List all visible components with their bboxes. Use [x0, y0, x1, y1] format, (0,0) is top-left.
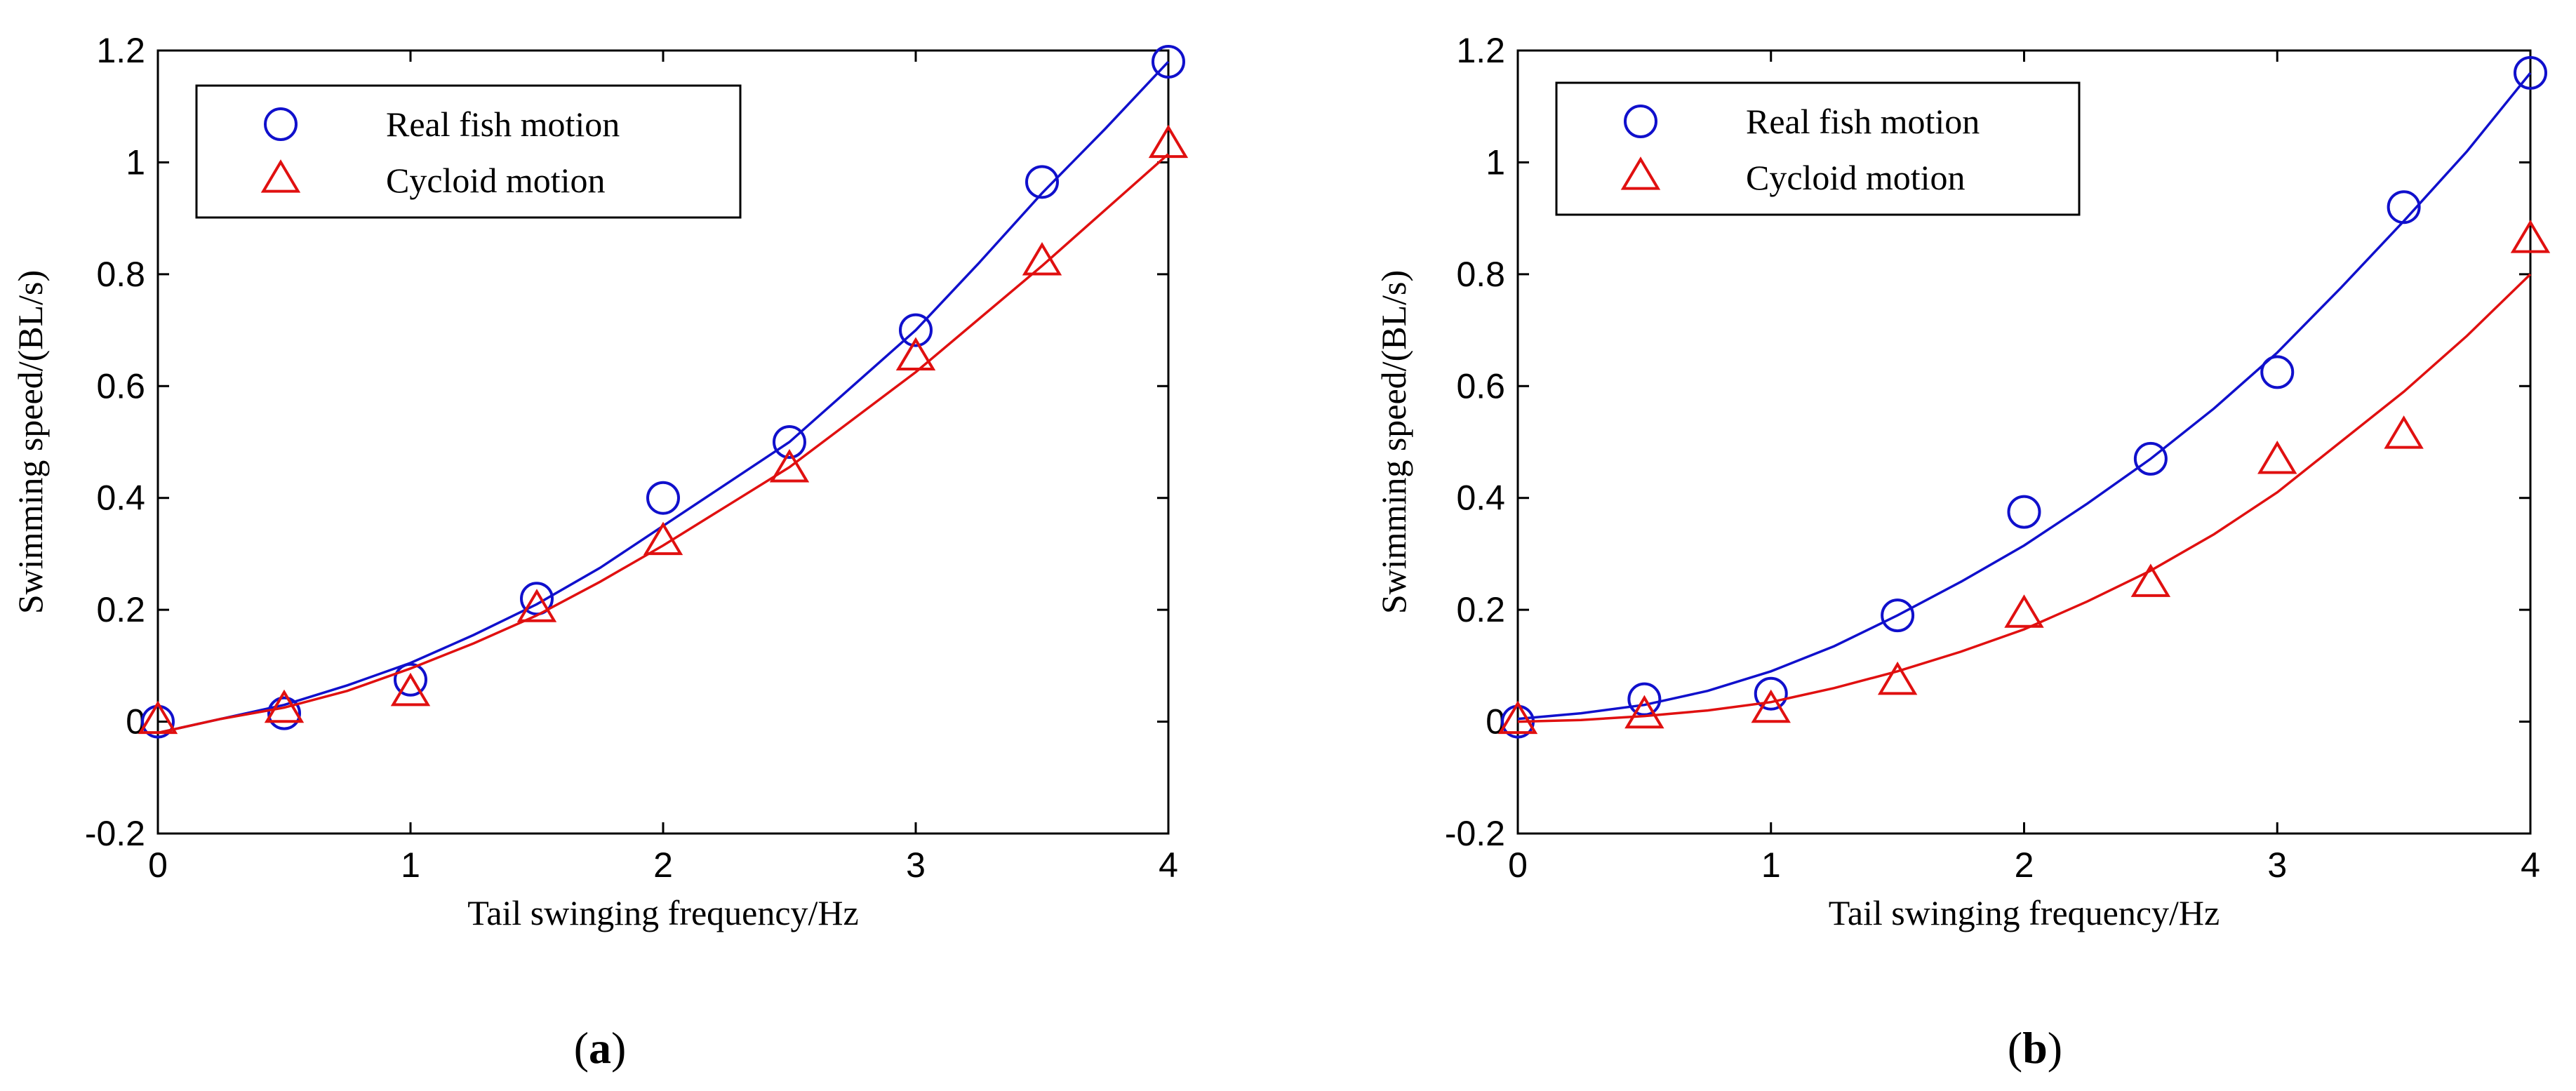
x-tick-label: 4	[2521, 845, 2540, 885]
legend-real-fish-marker	[1624, 105, 1657, 138]
y-tick-label: 1.2	[96, 31, 145, 70]
real-fish-fit-line	[1517, 72, 2532, 721]
cycloid-point	[1877, 661, 1918, 695]
y-tick-label: 1	[1486, 142, 1505, 182]
legend: Real fish motion Cycloid motion	[1555, 81, 2081, 216]
legend-cycloid-marker	[1620, 156, 1661, 190]
legend-box	[195, 84, 742, 219]
x-tick-label: 0	[148, 845, 168, 885]
real-fish-point	[1627, 682, 1662, 716]
cycloid-point	[643, 521, 683, 556]
x-tick-label: 2	[2015, 845, 2034, 885]
x-tick-label: 3	[2267, 845, 2287, 885]
y-axis-title: Swimming speed/(BL/s)	[1374, 270, 1413, 614]
y-tick-label: 0.4	[1456, 478, 1505, 518]
y-tick-label: 0.2	[96, 590, 145, 629]
legend-box	[1555, 81, 2081, 216]
real-fish-point	[141, 704, 175, 739]
real-fish-point	[1152, 44, 1185, 79]
cycloid-point	[138, 700, 178, 735]
real-fish-point	[773, 425, 806, 459]
real-fish-point	[267, 696, 301, 730]
panel-label-b-letter: b	[2022, 1023, 2048, 1073]
y-tick-label: 0.6	[96, 366, 145, 406]
panel-label-a-letter: a	[589, 1023, 611, 1073]
y-tick-label: 1	[126, 142, 145, 182]
legend-real-fish-label: Real fish motion	[386, 105, 620, 144]
real-fish-point	[899, 313, 933, 347]
cycloid-point	[1751, 689, 1791, 723]
cycloid-fit-line	[157, 153, 1170, 735]
panel-label-a: (a)	[574, 1023, 627, 1073]
real-fish-point	[1754, 676, 1788, 711]
x-tick-label: 4	[1159, 845, 1178, 885]
legend-cycloid-label: Cycloid motion	[386, 161, 606, 200]
cycloid-point	[264, 689, 305, 723]
real-fish-point	[394, 662, 427, 697]
y-tick-label: -0.2	[1445, 814, 1505, 853]
y-tick-label: 0.4	[96, 478, 145, 518]
cycloid-point	[2510, 220, 2551, 253]
cycloid-point	[2384, 415, 2424, 449]
cycloid-point	[390, 672, 431, 707]
y-tick-label: 0.8	[96, 255, 145, 294]
real-fish-point	[2007, 495, 2041, 529]
cycloid-point	[895, 337, 936, 371]
y-tick-label: -0.2	[85, 814, 145, 853]
cycloid-point	[2004, 594, 2044, 628]
real-fish-point	[1881, 598, 1915, 633]
y-tick-label: 0.8	[1456, 255, 1505, 294]
cycloid-point	[769, 448, 810, 483]
real-fish-point	[2387, 190, 2421, 225]
x-tick-label: 1	[401, 845, 420, 885]
cycloid-point	[1022, 241, 1062, 276]
y-tick-label: 0.6	[1456, 366, 1505, 406]
legend-cycloid-label: Cycloid motion	[1746, 158, 1966, 197]
x-tick-label: 1	[1761, 845, 1781, 885]
real-fish-point	[646, 481, 680, 515]
real-fish-point	[1025, 165, 1059, 199]
y-tick-label: 0.2	[1456, 590, 1505, 629]
x-axis-title: Tail swinging frequency/Hz	[1829, 893, 2220, 932]
legend: Real fish motion Cycloid motion	[195, 84, 742, 219]
cycloid-point	[1624, 695, 1664, 729]
x-tick-label: 0	[1508, 845, 1528, 885]
panel-label-b: (b)	[2008, 1023, 2062, 1073]
x-axis-title: Tail swinging frequency/Hz	[467, 893, 858, 932]
y-tick-label: 1.2	[1456, 31, 1505, 70]
real-fish-point	[2133, 441, 2168, 476]
cycloid-point	[1148, 124, 1189, 159]
legend-real-fish-label: Real fish motion	[1746, 102, 1980, 141]
cycloid-point	[2257, 440, 2297, 474]
x-tick-label: 3	[906, 845, 926, 885]
x-tick-label: 2	[653, 845, 673, 885]
cycloid-point	[2130, 563, 2171, 597]
y-axis-title: Swimming speed/(BL/s)	[11, 270, 50, 614]
cycloid-point	[1497, 700, 1538, 735]
real-fish-point	[2260, 355, 2295, 389]
real-fish-point	[2514, 55, 2547, 90]
cycloid-point	[516, 589, 557, 622]
cycloid-fit-line	[1517, 273, 2532, 723]
legend-cycloid-marker	[260, 159, 301, 193]
legend-real-fish-marker	[264, 107, 298, 141]
